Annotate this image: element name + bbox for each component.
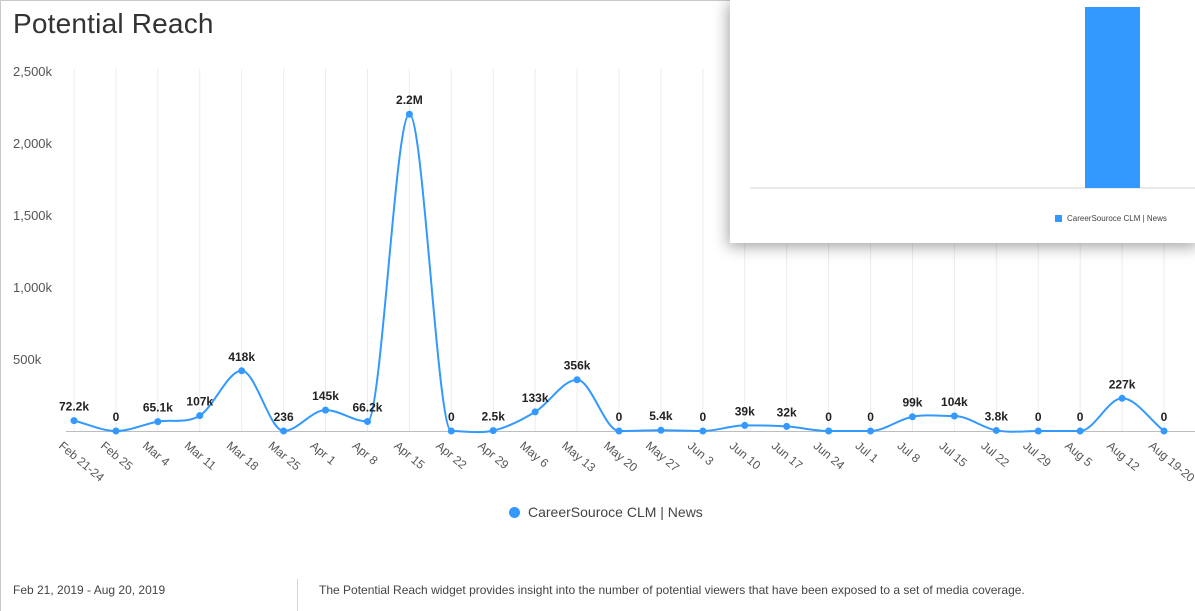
data-label: 236	[274, 410, 294, 424]
data-point	[1160, 427, 1168, 435]
data-point	[573, 376, 581, 384]
data-point	[238, 367, 246, 375]
x-tick-label: Mar 25	[266, 439, 304, 474]
data-label: 5.4k	[649, 409, 673, 423]
x-tick-label: Apr 22	[433, 439, 469, 473]
data-point	[1034, 427, 1042, 435]
data-label: 133k	[522, 391, 549, 405]
data-point	[825, 427, 833, 435]
popup-legend-label: CareerSouroce CLM | News	[1067, 214, 1167, 223]
data-label: 2.2M	[396, 93, 423, 107]
date-range: Feb 21, 2019 - Aug 20, 2019	[13, 583, 166, 597]
data-label: 99k	[902, 396, 922, 410]
x-tick-label: Jul 22	[978, 439, 1012, 471]
x-tick-label: Mar 4	[140, 439, 173, 470]
data-label: 3.8k	[985, 409, 1009, 423]
x-tick-label: Aug 19-20	[1146, 439, 1195, 486]
data-point	[992, 426, 1000, 434]
popup-legend[interactable]: CareerSouroce CLM | News	[1055, 214, 1167, 223]
data-point	[699, 427, 707, 435]
data-point	[322, 406, 330, 414]
x-tick-label: Mar 18	[224, 439, 262, 474]
data-label: 0	[113, 410, 120, 424]
legend-label: CareerSouroce CLM | News	[528, 504, 703, 520]
page-title: Potential Reach	[13, 8, 214, 39]
data-label: 418k	[228, 350, 255, 364]
data-label: 0	[700, 410, 707, 424]
x-tick-label: Jul 15	[936, 439, 970, 471]
data-point	[908, 413, 916, 421]
data-label: 0	[867, 410, 874, 424]
popup-bar	[1085, 7, 1140, 188]
footer-divider	[297, 579, 298, 611]
y-tick-label: 2,000k	[13, 136, 53, 151]
data-point	[405, 110, 413, 118]
data-label: 107k	[186, 395, 213, 409]
x-tick-label: Aug 12	[1104, 439, 1142, 474]
x-tick-label: Apr 1	[308, 439, 339, 468]
data-label: 39k	[735, 404, 755, 418]
data-label: 104k	[941, 395, 968, 409]
data-point	[447, 427, 455, 435]
x-tick-label: Jun 17	[769, 439, 806, 473]
data-label: 65.1k	[143, 401, 173, 415]
widget-description: The Potential Reach widget provides insi…	[319, 583, 1025, 597]
chart-legend[interactable]: CareerSouroce CLM | News	[509, 504, 703, 520]
x-tick-label: Aug 5	[1062, 439, 1095, 470]
data-label: 0	[1161, 410, 1168, 424]
data-label: 0	[825, 410, 832, 424]
data-point	[363, 417, 371, 425]
data-label: 0	[1077, 410, 1084, 424]
data-point	[1076, 427, 1084, 435]
popup-chart-panel: CareerSouroce CLM | News	[730, 0, 1195, 243]
x-tick-label: Mar 11	[182, 439, 219, 473]
data-label: 0	[1035, 410, 1042, 424]
data-point	[196, 412, 204, 420]
data-point	[741, 421, 749, 429]
x-tick-label: Jun 24	[811, 439, 848, 473]
data-point	[531, 408, 539, 416]
data-point	[615, 427, 623, 435]
data-label: 2.5k	[482, 410, 506, 424]
y-tick-label: 500k	[13, 352, 42, 367]
data-point	[867, 427, 875, 435]
x-tick-label: Apr 8	[350, 439, 381, 468]
x-tick-label: Apr 29	[475, 439, 511, 473]
x-tick-label: May 13	[559, 439, 598, 475]
x-tick-label: Feb 21-24	[56, 439, 107, 485]
x-tick-label: Apr 15	[391, 439, 427, 473]
popup-bar-chart	[750, 7, 1195, 189]
data-label: 32k	[777, 405, 797, 419]
popup-legend-marker	[1055, 215, 1062, 222]
x-tick-label: Jun 10	[727, 439, 764, 473]
x-tick-label: Jul 8	[895, 439, 924, 466]
x-tick-label: May 20	[601, 439, 640, 475]
data-label: 66.2k	[352, 400, 382, 414]
data-point	[1118, 394, 1126, 402]
data-point	[489, 427, 497, 435]
x-tick-label: Jun 3	[685, 439, 717, 469]
data-point	[70, 417, 78, 425]
x-tick-label: Jul 1	[853, 439, 882, 466]
y-tick-label: 1,500k	[13, 208, 53, 223]
x-tick-label: May 27	[643, 439, 682, 475]
data-point	[112, 427, 120, 435]
data-point	[950, 412, 958, 420]
data-point	[657, 426, 665, 434]
data-point	[783, 422, 791, 430]
data-point	[154, 418, 162, 426]
data-label: 72.2k	[59, 400, 89, 414]
data-label: 227k	[1109, 377, 1136, 391]
data-label: 0	[616, 410, 623, 424]
data-label: 356k	[564, 359, 591, 373]
data-label: 0	[448, 410, 455, 424]
y-tick-label: 1,000k	[13, 280, 53, 295]
x-tick-label: Feb 25	[98, 439, 136, 474]
legend-marker	[509, 506, 520, 518]
data-label: 145k	[312, 389, 339, 403]
x-tick-label: Jul 29	[1020, 439, 1054, 471]
y-tick-label: 2,500k	[13, 64, 53, 79]
x-tick-label: May 6	[517, 439, 551, 471]
data-point	[280, 427, 288, 435]
